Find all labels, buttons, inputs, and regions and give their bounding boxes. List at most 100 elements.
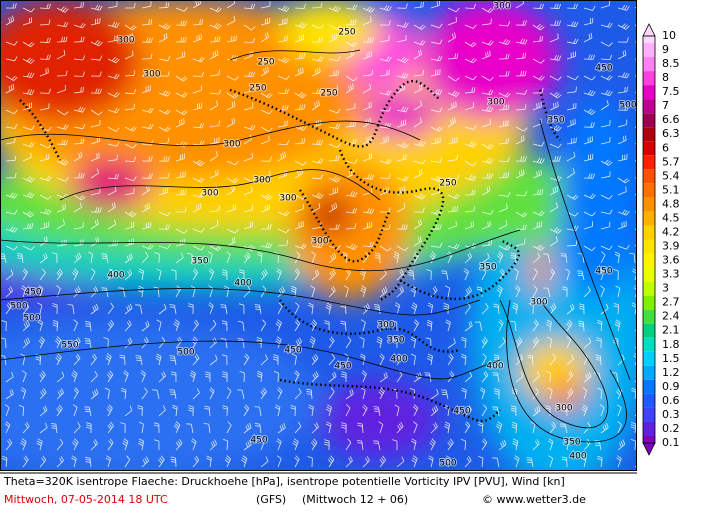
wind-barb [447, 101, 457, 111]
wind-barb [532, 319, 539, 332]
colorbar-swatch [643, 281, 655, 296]
wind-barb [444, 455, 451, 468]
wind-barb [243, 177, 256, 183]
wind-barb [90, 168, 99, 179]
wind-barb [515, 156, 527, 162]
wind-barb [549, 421, 557, 434]
wind-barb [277, 5, 290, 12]
wind-barb [221, 320, 228, 332]
wind-barb [260, 17, 271, 26]
wind-barb [51, 252, 58, 264]
wind-barb [460, 353, 467, 366]
wind-barb [310, 319, 317, 332]
wind-barb [464, 189, 476, 196]
wind-barb [583, 371, 592, 383]
wind-barb [427, 353, 433, 366]
wind-barb [292, 438, 299, 451]
wind-barb [73, 194, 86, 201]
wind-barb [175, 118, 185, 128]
wind-barb [20, 353, 26, 366]
colorbar-swatch [643, 295, 655, 310]
wind-barb [594, 440, 602, 451]
wind-barb [566, 354, 574, 366]
wind-barb [137, 405, 143, 417]
wind-barb [428, 455, 434, 468]
wind-barb [56, 21, 69, 28]
wind-barb [158, 126, 171, 132]
footer-copyright: © www.wetter3.de [482, 493, 586, 506]
colorbar-label: 4.2 [662, 225, 680, 238]
colorbar-swatch [643, 43, 655, 58]
wind-barb [226, 387, 232, 400]
wind-barb [447, 353, 454, 366]
wind-barb [186, 423, 194, 434]
wind-barb [22, 72, 35, 78]
wind-barb [107, 35, 118, 43]
wind-barb [208, 285, 214, 298]
wind-barb [595, 354, 602, 366]
wind-barb [254, 423, 262, 434]
wind-barb [158, 90, 171, 97]
wind-barb [617, 135, 627, 145]
wind-barb [294, 194, 307, 200]
wind-barb [481, 404, 488, 417]
wind-barb [22, 455, 29, 468]
wind-barb [124, 303, 133, 315]
wind-barb [175, 51, 186, 60]
wind-barb [447, 7, 460, 13]
wind-barb [186, 253, 194, 264]
wind-barb [479, 387, 486, 400]
wind-barb [379, 20, 391, 26]
wind-barb [566, 336, 572, 349]
contour-label: 450 [453, 407, 470, 417]
wind-barb [243, 404, 250, 417]
wind-barb [379, 353, 385, 366]
coastlines [19, 79, 561, 423]
wind-barb [548, 455, 554, 468]
wind-barb [617, 177, 630, 184]
wind-barb [243, 85, 254, 94]
contour-label: 250 [249, 84, 266, 94]
wind-barb [600, 245, 613, 251]
wind-barb [124, 143, 137, 149]
wind-barb [430, 55, 443, 62]
wind-barb [328, 336, 335, 349]
wind-barb [124, 455, 131, 468]
wind-barb [561, 405, 568, 417]
wind-barb [481, 438, 488, 451]
contour-label: 400 [234, 279, 251, 289]
wind-barb [141, 156, 153, 162]
wind-barb [107, 73, 120, 80]
wind-barb [447, 370, 455, 383]
wind-barb [549, 156, 561, 162]
wind-barb [175, 238, 186, 247]
wind-barb [498, 21, 511, 27]
wind-barb [464, 455, 472, 468]
contour-label: 250 [320, 89, 337, 99]
wind-barb [515, 135, 525, 145]
wind-barb [56, 84, 66, 94]
wind-barb [260, 269, 268, 281]
wind-barb [328, 123, 341, 129]
wind-barb [481, 40, 494, 46]
wind-barb [629, 252, 636, 264]
wind-barb [513, 455, 520, 468]
wind-barb [600, 0, 610, 9]
wind-barb [600, 221, 611, 230]
wind-barb [379, 455, 386, 468]
wind-barb [209, 319, 217, 332]
wind-barb [191, 336, 198, 349]
wind-barb [362, 221, 373, 230]
wind-barb [464, 286, 472, 298]
wind-barb [311, 353, 319, 366]
wind-barb [243, 353, 250, 366]
wind-barb [630, 421, 637, 434]
wind-barb [481, 220, 491, 230]
wind-barb [260, 456, 269, 468]
wind-barb [311, 139, 324, 146]
wind-barb [39, 67, 49, 77]
wind-barb [5, 83, 15, 94]
colorbar-swatch [643, 211, 655, 226]
wind-barb [39, 208, 52, 215]
wind-barb [311, 158, 324, 164]
